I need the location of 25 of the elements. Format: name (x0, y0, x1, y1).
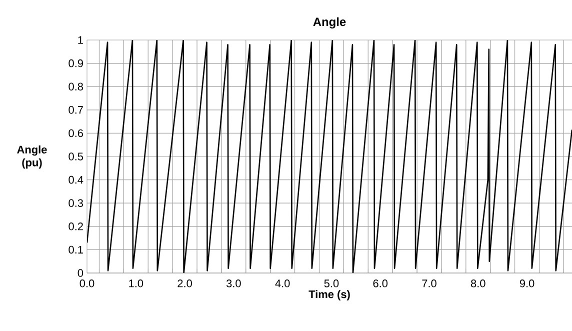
x-tick-label: 6.0 (373, 280, 388, 288)
x-tick-label: 5.0 (324, 280, 339, 288)
x-tick-label: 8.0 (470, 280, 486, 288)
x-tick-label: 4.0 (275, 280, 290, 288)
y-tick-label: 0.8 (68, 82, 83, 90)
y-tick-label: 0.1 (68, 246, 83, 254)
line-series (87, 40, 572, 273)
y-tick-label: 0.2 (68, 222, 83, 230)
x-axis-title: Time (s) (308, 290, 350, 300)
x-tick-label: 2.0 (178, 280, 192, 288)
y-tick-label: 0.9 (68, 59, 83, 68)
x-tick-label: 1.0 (129, 280, 144, 288)
x-tick-label: 7.0 (422, 280, 436, 288)
x-tick-label: 0.0 (80, 280, 94, 288)
y-tick-label: 0.4 (68, 176, 84, 184)
x-tick-label: 9.0 (520, 280, 534, 288)
y-tick-label: 0.5 (68, 152, 84, 160)
y-axis-title: Angle (pu) (17, 145, 47, 169)
chart-title: Angle (313, 17, 346, 28)
y-tick-label: 0.6 (68, 129, 83, 138)
x-tick-label: 3.0 (226, 280, 241, 288)
y-tick-label: 0.3 (68, 199, 83, 207)
y-tick-label: 0 (78, 269, 84, 277)
y-tick-label: 0.7 (68, 106, 83, 114)
y-tick-label: 1 (78, 36, 83, 44)
